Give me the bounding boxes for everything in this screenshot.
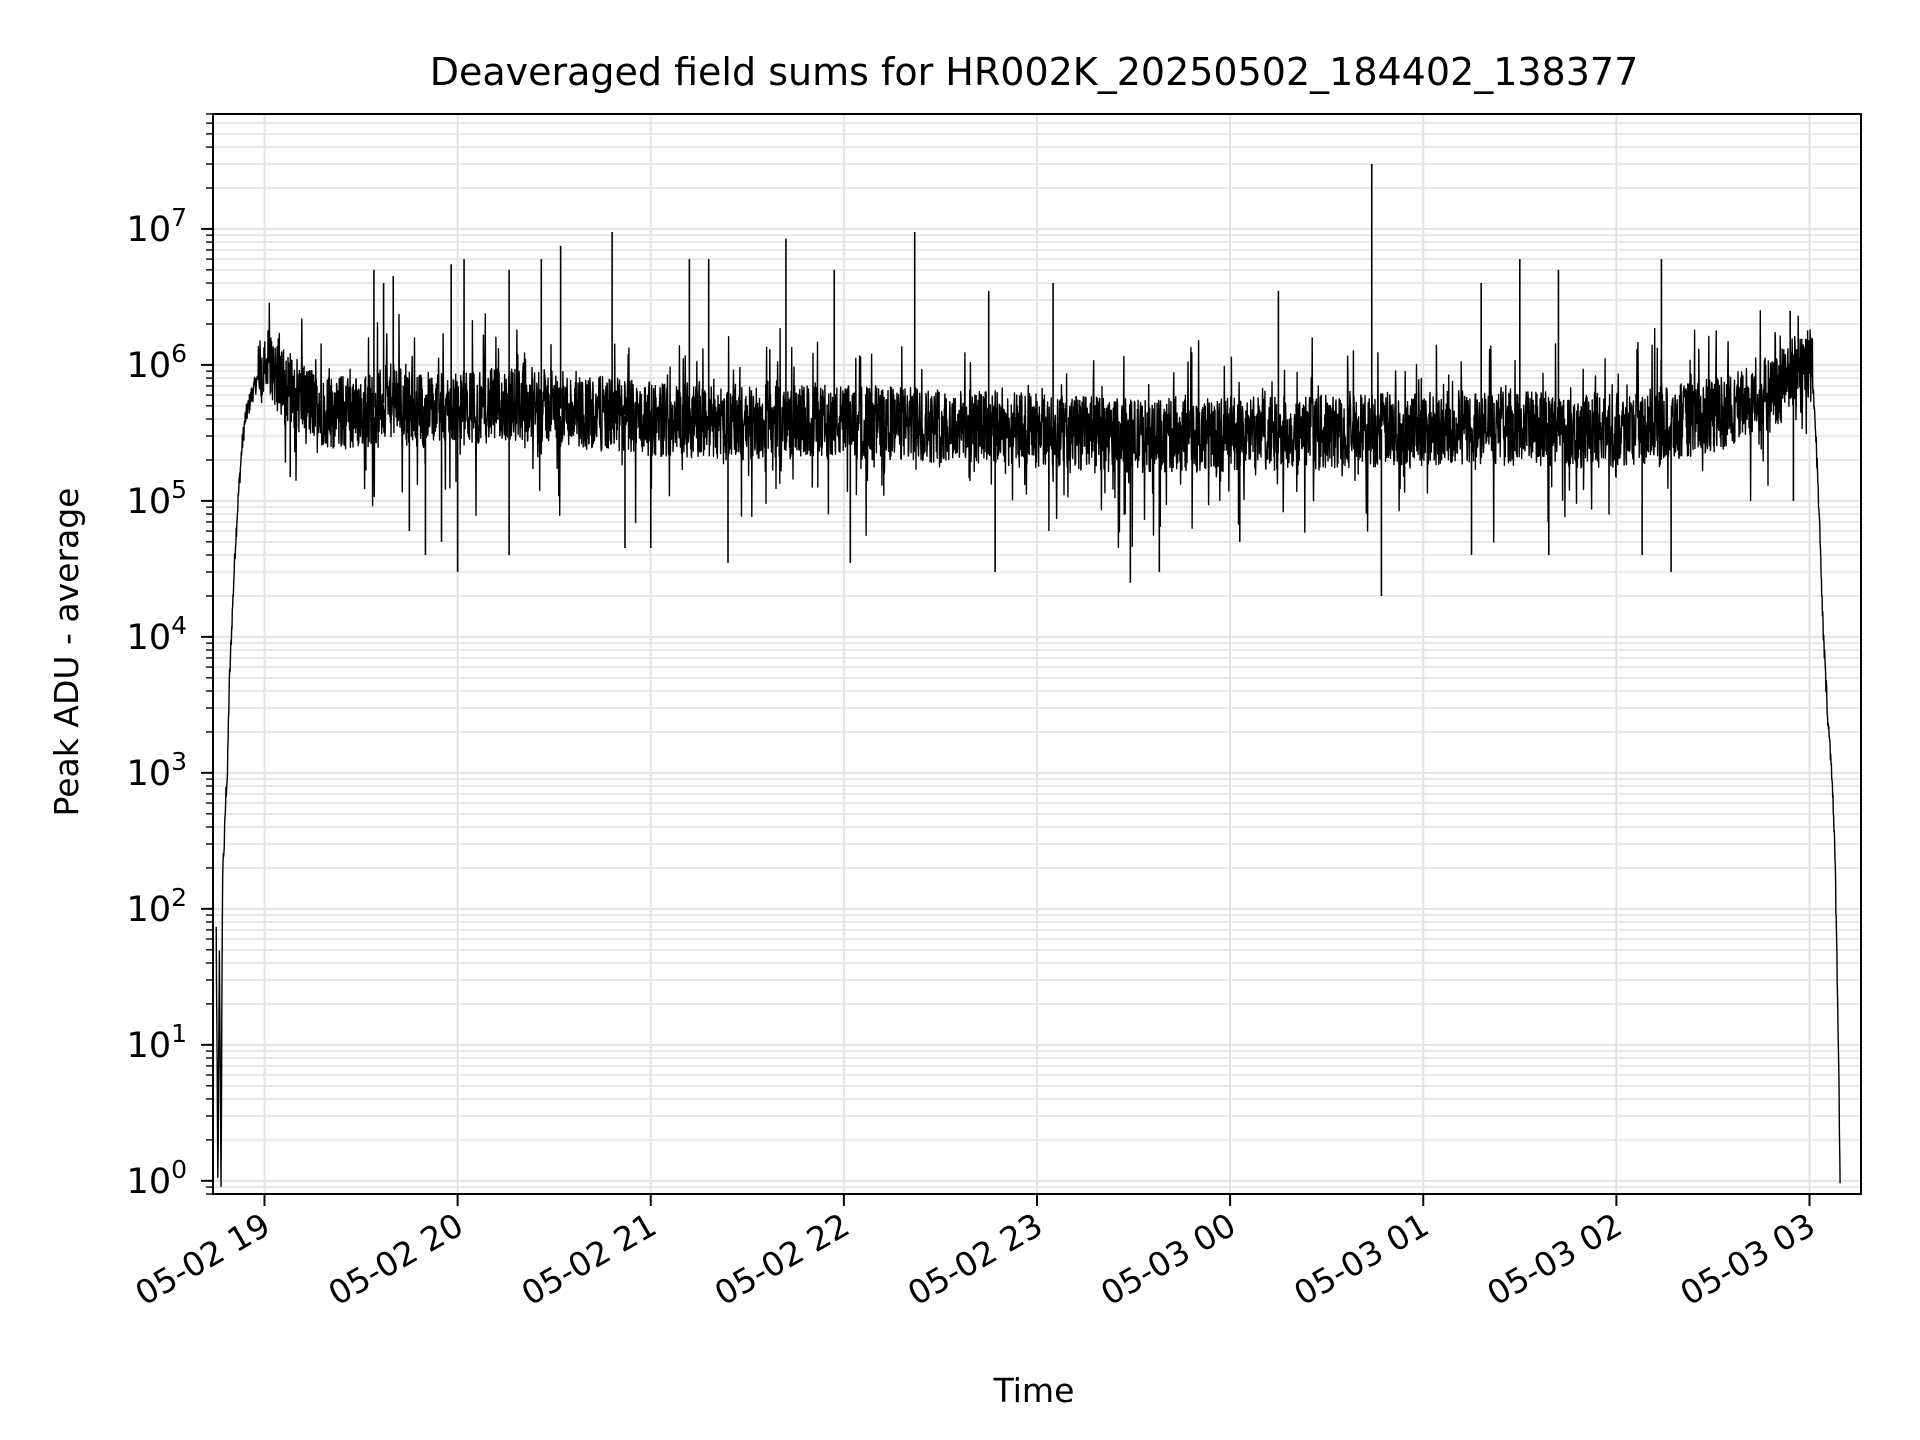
y-tick-label: 107 [127,203,187,250]
chart-title: Deaveraged field sums for HR002K_2025050… [430,50,1639,94]
grid [213,113,1861,1195]
y-axis-label: Peak ADU - average [47,488,86,817]
x-axis-label: Time [993,1371,1075,1410]
y-tick-label: 101 [127,1019,187,1066]
y-tick-label: 102 [127,883,187,930]
y-tick-label: 104 [127,611,187,658]
series-line [215,302,1841,1187]
y-tick-label: 103 [127,747,187,794]
y-tick-label: 100 [127,1155,187,1202]
y-tick-label: 105 [127,475,187,522]
y-tick-label: 106 [127,339,187,386]
series-layer [215,164,1841,1187]
ticks [201,113,1811,1206]
